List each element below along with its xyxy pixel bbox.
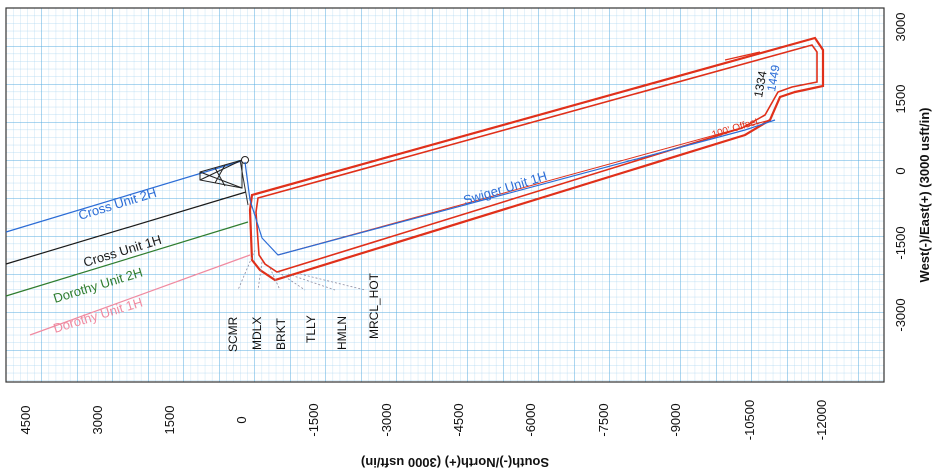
well-connector — [239, 159, 249, 206]
well-path-cross-unit-1h — [5, 191, 247, 265]
x-tick-label: 1500 — [162, 406, 177, 435]
x-tick-label: -10500 — [742, 400, 757, 440]
formation-label-brkt: BRKT — [274, 317, 288, 350]
formation-label-hmln: HMLN — [335, 316, 349, 350]
x-tick-label: 3000 — [90, 406, 105, 435]
well-path-swiger-unit-1h — [244, 119, 776, 256]
y-tick-label: 3000 — [893, 13, 908, 42]
x-axis-title: South(-)/North(+) (3000 usft/in) — [361, 455, 549, 470]
x-tick-label: -3000 — [379, 403, 394, 436]
plot-grid — [5, 7, 885, 383]
offset-wells — [5, 159, 251, 336]
x-tick-label: -12000 — [814, 400, 829, 440]
formation-label-scmr: SCMR — [226, 316, 240, 352]
y-axis-title: West(-)/East(+) (3000 usft/in) — [917, 108, 932, 283]
x-tick-label: -7500 — [596, 403, 611, 436]
well-path-dorothy-unit-1h — [29, 254, 251, 336]
x-tick-label: -4500 — [451, 403, 466, 436]
y-tick-label: 0 — [893, 167, 908, 174]
formation-markers — [237, 249, 366, 291]
formation-label-mrcl-hot: MRCL_HOT — [367, 272, 381, 339]
y-tick-label: 1500 — [893, 85, 908, 114]
drilling-rig-icon — [199, 156, 249, 189]
y-tick-labels: 3000 1500 0 -1500 -3000 — [893, 13, 908, 332]
formation-label-tlly: TLLY — [304, 315, 318, 343]
well-path-dorothy-unit-2h — [5, 221, 249, 297]
x-tick-label: 0 — [234, 416, 249, 423]
formation-label-mdlx: MDLX — [250, 317, 264, 350]
x-tick-label: -1500 — [306, 403, 321, 436]
x-tick-label: 4500 — [18, 406, 33, 435]
well-path-cross-unit-2h — [5, 159, 246, 233]
x-tick-label: -9000 — [668, 403, 683, 436]
x-tick-label: -6000 — [523, 403, 538, 436]
marker-label-1449: 1449 — [764, 63, 782, 92]
y-tick-label: -1500 — [893, 226, 908, 259]
marker-label-1334: 1334 — [751, 69, 769, 98]
y-tick-label: -3000 — [893, 298, 908, 331]
x-tick-labels: 4500 3000 1500 0 -1500 -3000 -4500 -6000… — [18, 400, 829, 440]
